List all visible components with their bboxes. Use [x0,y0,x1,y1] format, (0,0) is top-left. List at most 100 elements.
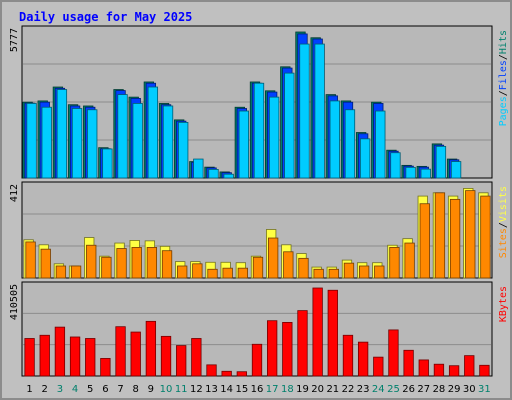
bar-pages-day-12 [193,158,204,179]
x-tick-label-day-2: 2 [42,384,48,395]
x-tick-label-day-13: 13 [205,384,218,395]
legend-item-sites: Sites [498,228,509,258]
x-tick-label-day-31: 31 [478,384,491,395]
bar-pages-day-23 [359,138,371,179]
bar-sites-day-18 [283,251,294,279]
x-tick-label-day-20: 20 [311,384,324,395]
legend-item-hits: Hits [498,30,509,54]
bar-kbytes-day-3 [54,326,66,377]
bar-pages-day-18 [284,72,295,179]
x-tick-label-day-28: 28 [433,384,446,395]
bar-kbytes-day-2 [39,334,50,377]
bar-kbytes-day-10 [160,335,172,377]
x-tick-label-day-19: 19 [296,384,309,395]
bar-kbytes-day-13 [206,364,217,377]
legend-item-slash: / [498,90,509,96]
bar-kbytes-day-30 [464,355,475,377]
bar-kbytes-day-4 [69,336,81,377]
bar-pages-day-3 [56,89,68,179]
legend-item-pages: Pages [498,96,509,126]
bar-sites-day-4 [70,265,82,279]
x-tick-label-day-11: 11 [175,384,188,395]
bar-kbytes-day-15 [236,371,247,377]
bar-pages-day-17 [269,96,280,179]
legend-item-visits: Visits [498,186,509,222]
bar-kbytes-day-6 [100,358,111,377]
x-tick-label-day-30: 30 [463,384,476,395]
bar-kbytes-day-31 [479,364,490,377]
bar-sites-day-29 [449,198,461,279]
bar-sites-day-20 [313,268,324,279]
bar-pages-day-10 [162,105,174,179]
x-tick-label-day-14: 14 [220,384,233,395]
x-tick-label-day-18: 18 [281,384,294,395]
bar-sites-day-9 [146,247,158,279]
bar-kbytes-day-28 [433,363,445,377]
chart-title: Daily usage for May 2025 [19,10,193,24]
x-tick-label-day-1: 1 [26,384,32,395]
bar-sites-day-22 [343,262,355,279]
bar-pages-day-22 [344,109,356,179]
bar-pages-day-15 [238,110,249,179]
bar-kbytes-day-27 [418,359,429,377]
y-axis-max-label-visits-sites: 412 [9,184,20,202]
bar-pages-day-2 [41,106,52,179]
bar-pages-day-4 [71,108,83,179]
bar-sites-day-1 [25,241,36,279]
x-tick-label-day-29: 29 [448,384,461,395]
legend-item-slash: / [498,222,509,228]
x-tick-label-day-5: 5 [87,384,93,395]
bar-kbytes-day-1 [24,338,35,377]
bar-kbytes-day-14 [221,370,232,377]
bar-kbytes-day-8 [130,331,141,377]
bar-sites-day-14 [222,267,233,279]
bar-kbytes-day-20 [312,287,323,377]
bar-sites-day-15 [237,267,248,279]
x-tick-label-day-12: 12 [190,384,203,395]
bar-pages-day-8 [132,103,143,179]
bar-sites-day-2 [40,248,51,279]
x-tick-label-day-26: 26 [402,384,415,395]
bar-kbytes-day-29 [448,365,460,377]
bar-sites-day-27 [419,203,430,279]
bar-kbytes-day-16 [251,343,263,377]
y-axis-max-label-hits-files-pages: 5777 [9,28,20,52]
bar-kbytes-day-23 [357,341,369,377]
bar-sites-day-10 [161,250,173,279]
bar-sites-day-24 [374,265,385,279]
bar-pages-day-27 [420,168,431,179]
bar-kbytes-day-11 [176,345,187,377]
bar-kbytes-day-17 [267,320,278,377]
bar-kbytes-day-9 [145,320,157,377]
bar-sites-day-30 [465,190,476,279]
x-tick-label-day-16: 16 [251,384,264,395]
x-tick-label-day-3: 3 [57,384,63,395]
bar-sites-day-16 [252,256,264,279]
x-tick-label-day-27: 27 [417,384,430,395]
x-tick-label-day-23: 23 [357,384,370,395]
x-tick-label-day-24: 24 [372,384,385,395]
x-tick-label-day-15: 15 [235,384,248,395]
x-tick-label-day-7: 7 [117,384,123,395]
bar-pages-day-21 [329,100,340,179]
bar-pages-day-26 [405,166,416,179]
legend-hits-files-pages: Pages/Files/Hits [498,30,509,126]
bar-kbytes-day-26 [403,349,414,377]
bar-pages-day-13 [208,169,219,179]
x-tick-label-day-9: 9 [148,384,154,395]
bar-kbytes-day-12 [191,338,202,377]
x-tick-label-day-17: 17 [266,384,279,395]
bar-pages-day-11 [178,122,189,179]
bar-sites-day-3 [55,265,67,279]
bar-pages-day-1 [26,103,37,179]
legend-item-kbytes: KBytes [498,286,509,322]
bar-kbytes-day-18 [282,322,293,377]
bar-sites-day-8 [131,247,142,279]
bar-pages-day-7 [117,94,128,179]
bar-kbytes-day-7 [115,326,126,377]
bar-sites-day-19 [298,257,309,279]
legend-item-files: Files [498,60,509,90]
y-axis-max-label-kbytes: 410505 [9,284,20,320]
bar-kbytes-day-24 [373,356,384,377]
x-tick-label-day-4: 4 [72,384,78,395]
